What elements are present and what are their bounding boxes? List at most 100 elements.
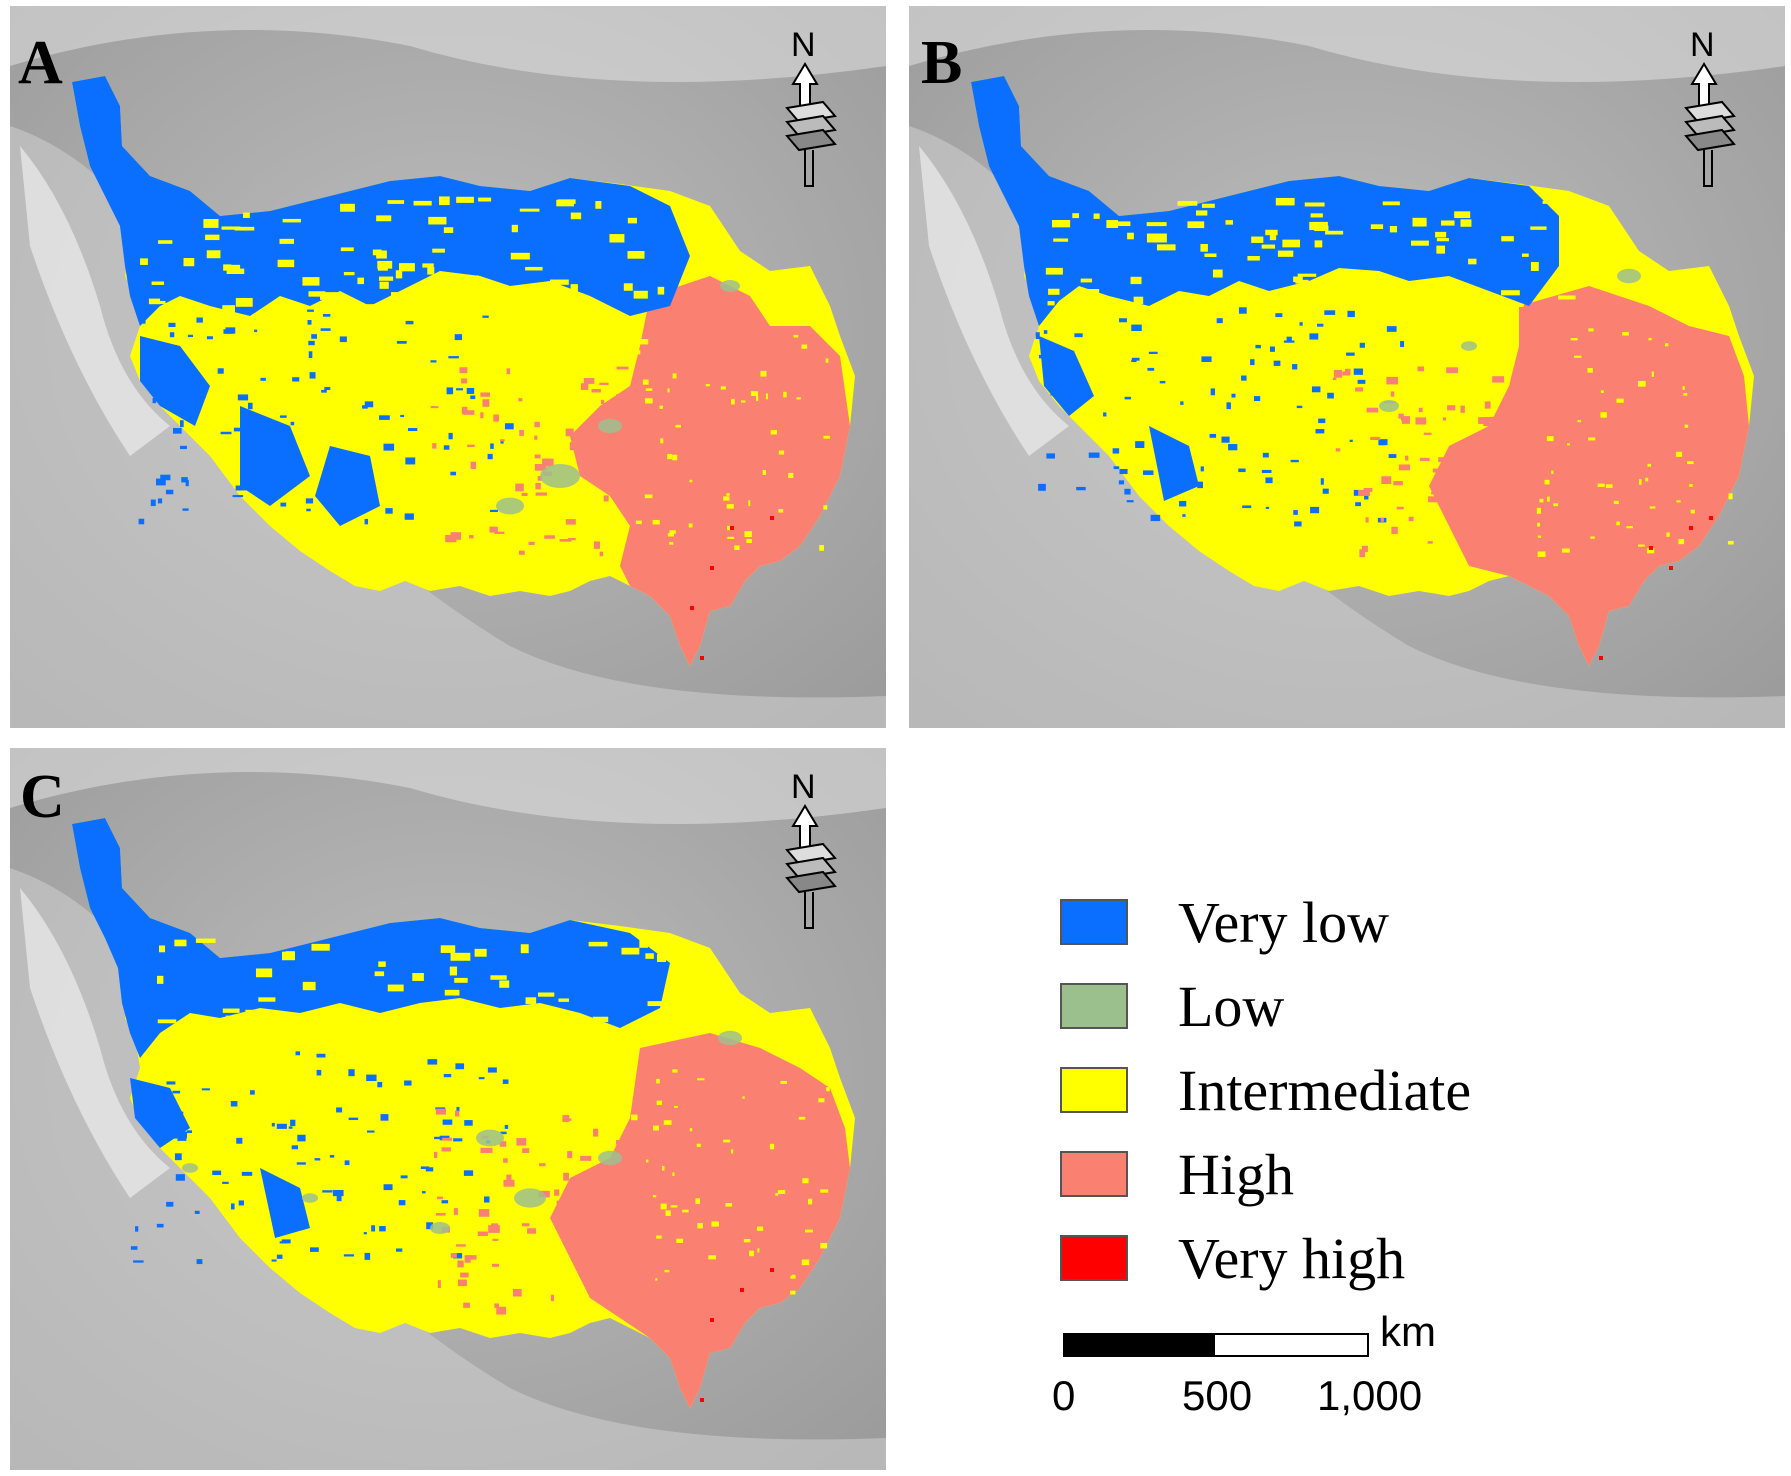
speckle-very-low xyxy=(1322,488,1329,494)
speckle-intermediate xyxy=(440,945,456,953)
speckle-intermediate xyxy=(391,292,400,301)
speckle-intermediate xyxy=(302,981,316,991)
speckle-very-low xyxy=(404,1080,412,1086)
speckle-intermediate xyxy=(826,1087,830,1092)
speckle-intermediate xyxy=(672,373,677,379)
speckle-high xyxy=(1428,496,1439,503)
speckle-very-low xyxy=(291,1145,298,1150)
speckle-very-low xyxy=(273,462,279,468)
speckle-very-low xyxy=(241,1171,253,1176)
speckle-very-low xyxy=(1294,521,1302,527)
speckle-very-low xyxy=(453,1253,463,1259)
speckle-high xyxy=(640,1135,649,1143)
speckle-high xyxy=(599,382,609,385)
speckle-very-low xyxy=(220,431,232,435)
speckle-high xyxy=(624,500,632,506)
speckle-high xyxy=(563,1172,569,1181)
speckle-high xyxy=(535,482,541,490)
speckle-high xyxy=(1355,387,1363,392)
speckle-intermediate xyxy=(635,520,642,525)
speckle-intermediate xyxy=(1277,250,1294,257)
speckle-very-low xyxy=(254,329,258,333)
northern-highlands xyxy=(909,6,1785,82)
speckle-high xyxy=(593,541,601,549)
legend-label: Very high xyxy=(1178,1226,1406,1291)
speckle-intermediate xyxy=(1684,424,1689,428)
speckle-high xyxy=(1478,417,1488,424)
speckle-high xyxy=(493,414,499,422)
speckle-high xyxy=(1447,405,1456,411)
speckle-intermediate xyxy=(1436,238,1449,242)
speckle-very-low xyxy=(179,365,184,370)
speckle-high xyxy=(1365,517,1369,523)
speckle-very-low xyxy=(135,1226,139,1232)
speckle-intermediate xyxy=(1690,509,1695,514)
map-panel-a: N A xyxy=(10,6,886,728)
speckle-very-low xyxy=(1346,352,1355,356)
speckle-high xyxy=(1520,494,1529,500)
speckle-intermediate xyxy=(657,286,665,295)
speckle-intermediate xyxy=(242,212,250,218)
speckle-very-low xyxy=(250,1090,255,1095)
speckle-high xyxy=(480,392,491,397)
speckle-very-low xyxy=(266,458,275,461)
speckle-intermediate xyxy=(511,224,518,233)
speckle-intermediate xyxy=(379,281,389,289)
speckle-intermediate xyxy=(151,281,164,285)
speckle-very-low xyxy=(1103,412,1107,417)
speckle-high xyxy=(499,1141,507,1147)
speckle-very-low xyxy=(383,1184,393,1191)
speckle-very-low xyxy=(1317,323,1324,327)
speckle-very-low xyxy=(322,314,331,317)
speckle-very-low xyxy=(166,1201,174,1207)
speckle-very-low xyxy=(1182,514,1186,517)
speckle-intermediate xyxy=(282,303,290,310)
speckle-high xyxy=(1415,417,1427,425)
speckle-intermediate xyxy=(592,1016,609,1023)
speckle-intermediate xyxy=(378,961,386,967)
speckle-intermediate xyxy=(225,1015,236,1025)
speckle-intermediate xyxy=(656,954,667,963)
speckle-very-low xyxy=(187,334,194,338)
speckle-very-low xyxy=(1318,418,1326,424)
speckle-very-low xyxy=(1309,333,1319,340)
speckle-intermediate xyxy=(1382,201,1400,206)
map-panel-b: N B xyxy=(909,6,1785,728)
speckle-very-low xyxy=(194,1210,200,1214)
speckle-high xyxy=(568,1189,579,1196)
speckle-very-low xyxy=(1180,401,1184,405)
speckle-intermediate xyxy=(340,247,354,252)
speckle-intermediate xyxy=(695,1198,701,1205)
speckle-very-low xyxy=(502,1079,509,1084)
speckle-very-low xyxy=(279,415,287,418)
region-very-low xyxy=(315,446,380,526)
speckle-intermediate xyxy=(1622,331,1629,336)
speckle-very-low xyxy=(456,1106,460,1112)
speckle-intermediate xyxy=(660,1203,667,1210)
speckle-intermediate xyxy=(312,1014,329,1021)
speckle-high xyxy=(1332,377,1337,381)
speckle-very-low xyxy=(1113,466,1120,470)
speckle-high xyxy=(1398,464,1411,471)
speckle-intermediate xyxy=(478,197,492,202)
speckle-high xyxy=(616,366,629,370)
speckle-high xyxy=(607,438,617,443)
speckle-very-low xyxy=(1269,346,1275,352)
region-very-low xyxy=(1039,336,1094,416)
speckle-very-low xyxy=(307,309,314,312)
speckle-high xyxy=(489,526,498,533)
speckle-intermediate xyxy=(538,992,555,997)
speckle-intermediate xyxy=(805,1229,813,1233)
speckle-intermediate xyxy=(422,1012,438,1018)
speckle-very-low xyxy=(270,1212,280,1216)
speckle-high xyxy=(562,1115,570,1122)
region-very-high xyxy=(1709,516,1713,520)
speckle-very-low xyxy=(156,1223,164,1228)
speckle-very-low xyxy=(168,322,176,327)
speckle-high xyxy=(572,1213,581,1217)
speckle-very-low xyxy=(1124,488,1131,495)
speckle-intermediate xyxy=(1269,231,1277,241)
speckle-intermediate xyxy=(688,523,693,528)
speckle-intermediate xyxy=(1053,238,1069,242)
speckle-intermediate xyxy=(387,984,404,992)
